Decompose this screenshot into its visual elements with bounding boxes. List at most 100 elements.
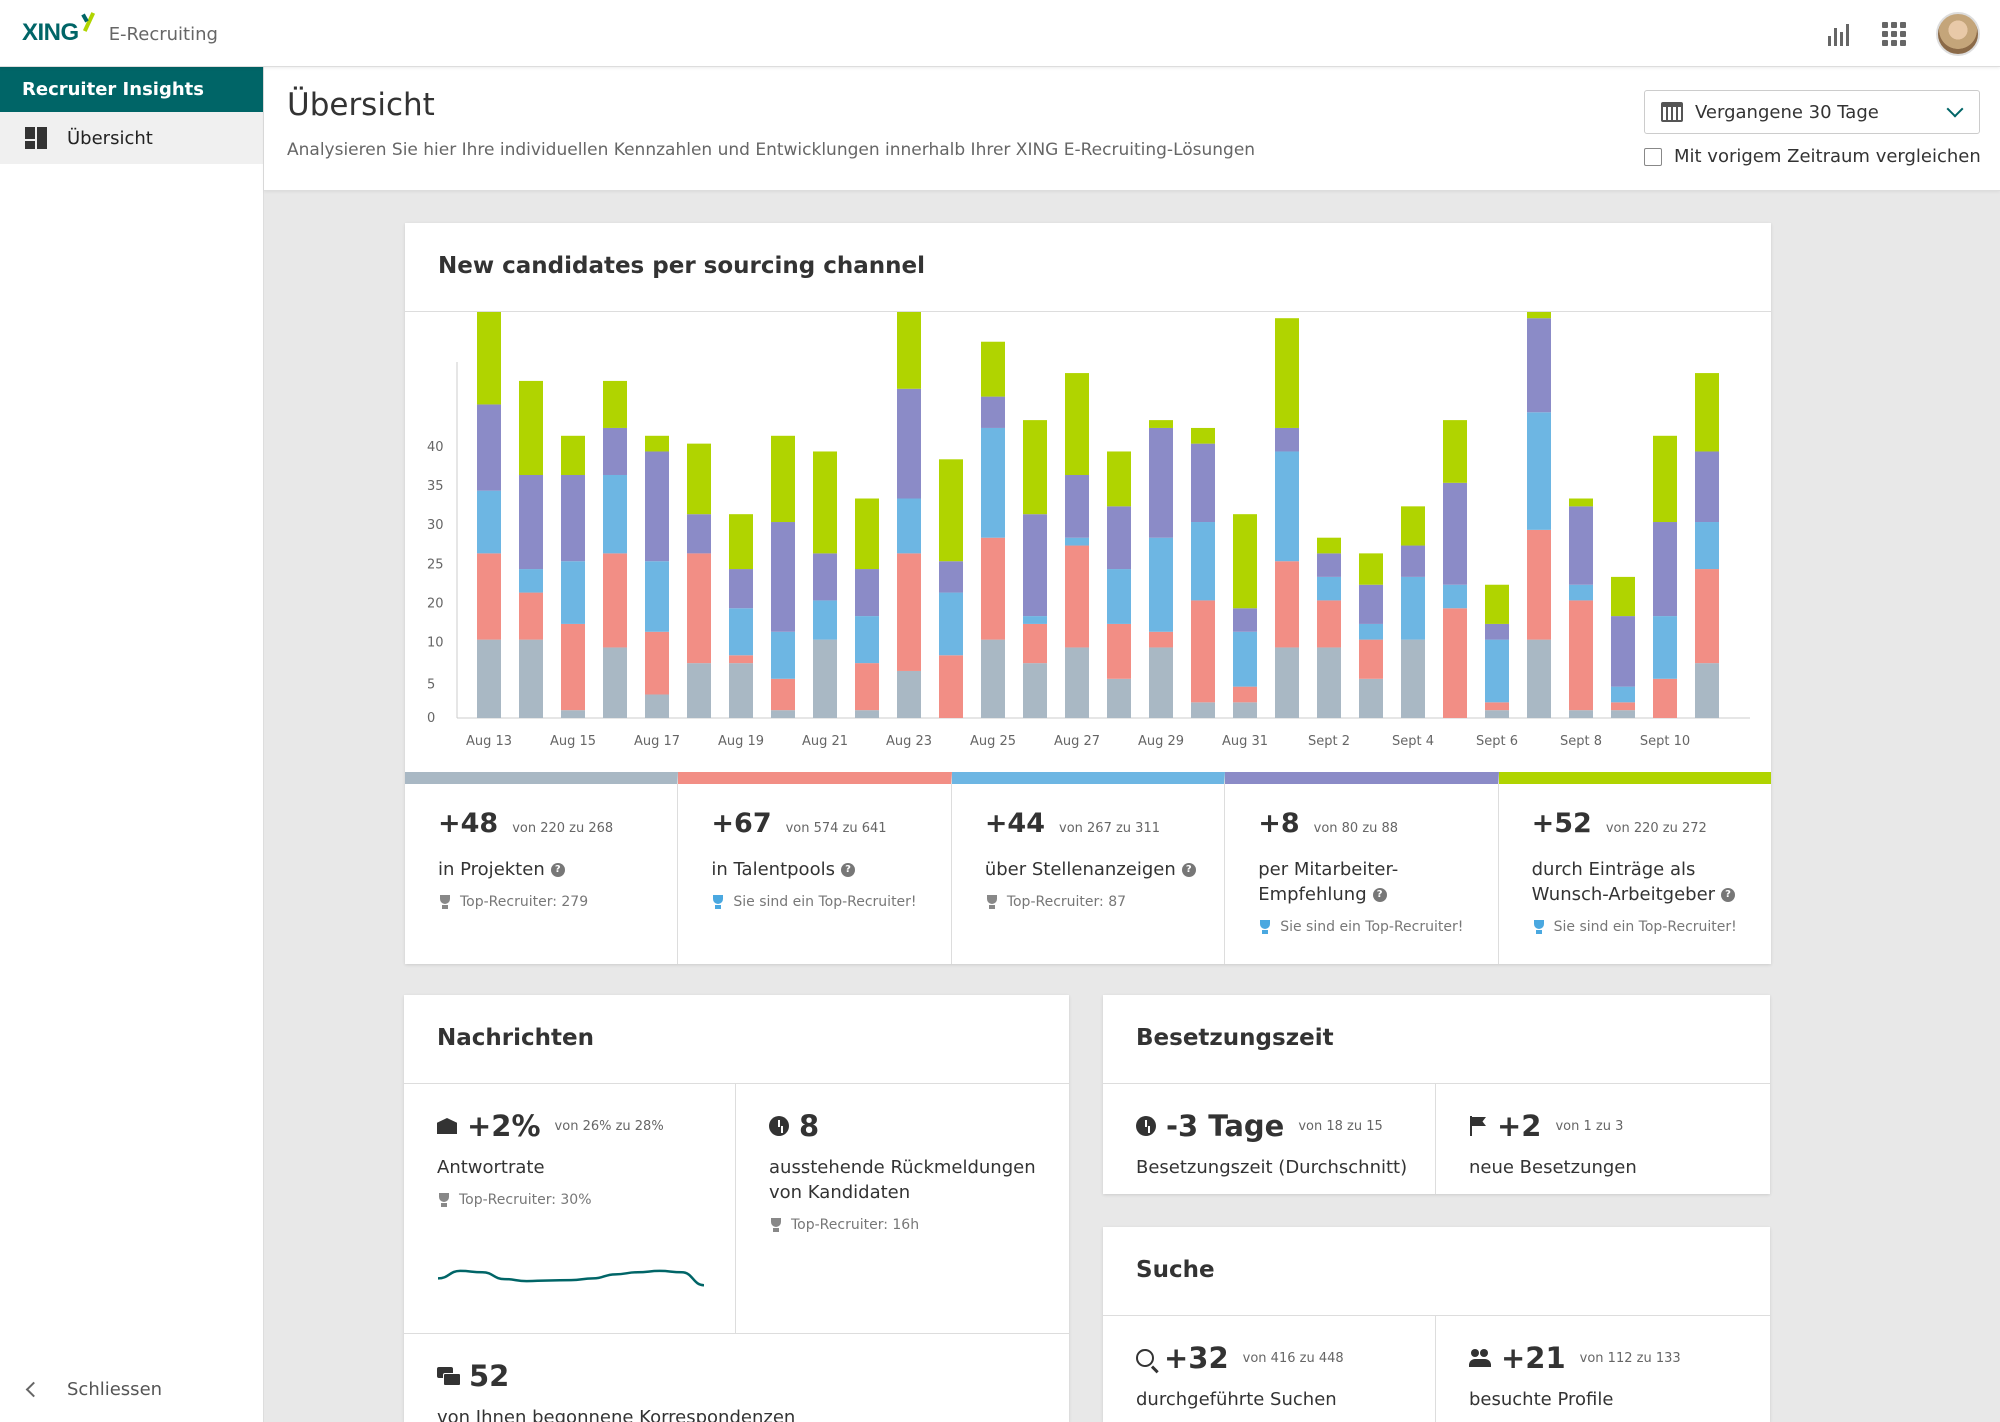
bar-segment[interactable]	[1611, 702, 1635, 711]
bar-segment[interactable]	[813, 553, 837, 601]
bar-segment[interactable]	[1233, 631, 1257, 687]
bar-segment[interactable]	[519, 569, 543, 593]
bar-segment[interactable]	[1401, 506, 1425, 546]
bar-segment[interactable]	[1653, 616, 1677, 679]
bar-segment[interactable]	[1569, 498, 1593, 507]
bar-segment[interactable]	[1023, 623, 1047, 664]
bar-segment[interactable]	[771, 678, 795, 711]
bar-segment[interactable]	[1233, 702, 1257, 718]
bar-segment[interactable]	[729, 608, 753, 656]
bar-segment[interactable]	[939, 459, 963, 562]
bar-segment[interactable]	[1191, 427, 1215, 444]
bar-segment[interactable]	[603, 647, 627, 718]
bar-segment[interactable]	[1065, 647, 1089, 718]
bar-segment[interactable]	[561, 623, 585, 711]
bar-segment[interactable]	[1485, 710, 1509, 718]
help-icon[interactable]: ?	[1372, 888, 1387, 902]
bar-segment[interactable]	[1149, 537, 1173, 632]
bar-segment[interactable]	[981, 427, 1005, 538]
bar-segment[interactable]	[1485, 702, 1509, 711]
bar-segment[interactable]	[1107, 451, 1131, 507]
bar-segment[interactable]	[1653, 522, 1677, 617]
bar-segment[interactable]	[1233, 608, 1257, 632]
xing-logo[interactable]: XING E-Recruiting	[22, 16, 218, 47]
bar-segment[interactable]	[855, 569, 879, 617]
bar-segment[interactable]	[1065, 545, 1089, 648]
bar-segment[interactable]	[1233, 514, 1257, 609]
bar-segment[interactable]	[1401, 545, 1425, 577]
bar-segment[interactable]	[1401, 639, 1425, 718]
bar-segment[interactable]	[939, 655, 963, 718]
bar-segment[interactable]	[729, 663, 753, 718]
bar-segment[interactable]	[1569, 584, 1593, 601]
bar-segment[interactable]	[729, 655, 753, 664]
bar-segment[interactable]	[561, 561, 585, 624]
bar-segment[interactable]	[1023, 663, 1047, 718]
chart-icon[interactable]	[1828, 22, 1852, 46]
bar-segment[interactable]	[981, 639, 1005, 718]
bar-segment[interactable]	[1359, 584, 1383, 624]
bar-segment[interactable]	[855, 663, 879, 711]
bar-segment[interactable]	[1023, 514, 1047, 617]
bar-segment[interactable]	[1401, 576, 1425, 640]
bar-segment[interactable]	[771, 522, 795, 632]
bar-segment[interactable]	[1149, 631, 1173, 648]
bar-segment[interactable]	[519, 474, 543, 570]
bar-segment[interactable]	[1653, 678, 1677, 718]
bar-segment[interactable]	[981, 396, 1005, 428]
bar-segment[interactable]	[1443, 482, 1467, 585]
bar-segment[interactable]	[687, 663, 711, 718]
bar-segment[interactable]	[1191, 702, 1215, 718]
bar-segment[interactable]	[1695, 569, 1719, 664]
bar-segment[interactable]	[1023, 616, 1047, 624]
bar-segment[interactable]	[1695, 522, 1719, 570]
bar-segment[interactable]	[1233, 686, 1257, 703]
bar-segment[interactable]	[477, 553, 501, 640]
bar-segment[interactable]	[1317, 537, 1341, 554]
bar-segment[interactable]	[1695, 451, 1719, 523]
bar-segment[interactable]	[1191, 522, 1215, 601]
bar-segment[interactable]	[771, 435, 795, 523]
apps-grid-icon[interactable]	[1882, 22, 1906, 46]
help-icon[interactable]: ?	[840, 863, 855, 877]
bar-segment[interactable]	[1065, 537, 1089, 546]
bar-segment[interactable]	[1317, 600, 1341, 648]
bar-segment[interactable]	[981, 341, 1005, 397]
bar-segment[interactable]	[813, 639, 837, 718]
bar-segment[interactable]	[1317, 553, 1341, 577]
bar-segment[interactable]	[939, 561, 963, 593]
bar-segment[interactable]	[1611, 616, 1635, 687]
bar-segment[interactable]	[1611, 710, 1635, 718]
bar-segment[interactable]	[1023, 420, 1047, 515]
bar-segment[interactable]	[1149, 427, 1173, 538]
bar-segment[interactable]	[1359, 623, 1383, 640]
bar-segment[interactable]	[645, 561, 669, 632]
bar-segment[interactable]	[1275, 561, 1299, 648]
bar-segment[interactable]	[1569, 506, 1593, 585]
bar-segment[interactable]	[645, 435, 669, 452]
bar-segment[interactable]	[1107, 678, 1131, 718]
avatar[interactable]	[1936, 12, 1980, 56]
bar-segment[interactable]	[1191, 443, 1215, 523]
bar-segment[interactable]	[1443, 584, 1467, 609]
bar-segment[interactable]	[1527, 312, 1551, 319]
bar-segment[interactable]	[561, 474, 585, 562]
bar-segment[interactable]	[1485, 584, 1509, 624]
bar-segment[interactable]	[1191, 600, 1215, 703]
bar-segment[interactable]	[1443, 608, 1467, 718]
bar-segment[interactable]	[1485, 623, 1509, 640]
bar-segment[interactable]	[561, 710, 585, 718]
bar-segment[interactable]	[855, 616, 879, 664]
bar-segment[interactable]	[1149, 647, 1173, 718]
help-icon[interactable]: ?	[1721, 888, 1736, 902]
bar-segment[interactable]	[1527, 318, 1551, 413]
bar-segment[interactable]	[687, 553, 711, 664]
bar-segment[interactable]	[1107, 506, 1131, 570]
bar-segment[interactable]	[1359, 678, 1383, 718]
bar-segment[interactable]	[519, 380, 543, 475]
bar-segment[interactable]	[1107, 569, 1131, 624]
bar-segment[interactable]	[1359, 553, 1383, 585]
bar-segment[interactable]	[1107, 623, 1131, 679]
bar-segment[interactable]	[1359, 639, 1383, 679]
bar-segment[interactable]	[477, 639, 501, 718]
